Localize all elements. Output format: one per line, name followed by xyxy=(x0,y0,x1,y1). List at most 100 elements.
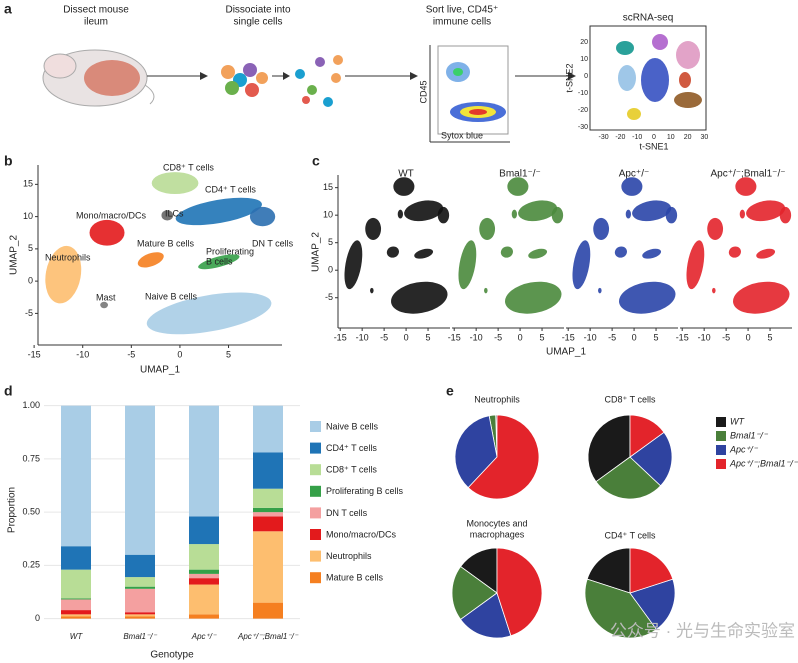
bar-segment xyxy=(61,598,91,600)
x-tick-label: 5 xyxy=(768,332,773,342)
tsne-x-tick: 0 xyxy=(652,134,656,141)
cell-cluster xyxy=(249,206,276,227)
bar-segment xyxy=(125,612,155,615)
cell-cluster xyxy=(146,292,272,335)
bar-segment xyxy=(61,569,91,599)
bar-segment xyxy=(61,616,91,619)
bar-segment xyxy=(189,405,219,517)
bar-segment xyxy=(253,405,283,453)
cell-cluster xyxy=(500,246,513,258)
y-tick-label: 0 xyxy=(328,265,333,275)
cell-cluster xyxy=(175,197,262,226)
pie-title: Monocytes and xyxy=(466,518,527,528)
y-tick-label: 10 xyxy=(323,210,333,220)
tsne-x-label: t-SNE1 xyxy=(639,141,668,151)
tsne-y-tick: 0 xyxy=(584,73,588,80)
pie-slice xyxy=(467,414,540,500)
bar-segment xyxy=(189,516,219,545)
y-tick-label: 0.75 xyxy=(22,453,40,463)
cell-cluster xyxy=(391,281,448,314)
bar-segment xyxy=(253,512,283,517)
cell-cluster xyxy=(511,209,518,219)
panel-label: e xyxy=(446,383,454,399)
x-tick-label: -5 xyxy=(127,349,135,359)
bar-segment xyxy=(253,507,283,513)
x-tick-label: -10 xyxy=(470,332,483,342)
legend-swatch xyxy=(310,572,321,584)
x-tick-label: Bmal1⁻/⁻ xyxy=(123,632,157,641)
legend-label: Naive B cells xyxy=(326,421,379,431)
x-tick-label: Apc⁺/⁻ xyxy=(191,632,217,641)
cell-cluster xyxy=(393,177,415,196)
x-tick-label: 0 xyxy=(404,332,409,342)
cell-cluster xyxy=(642,248,662,259)
x-axis-label: Genotype xyxy=(150,650,194,661)
step-label: Sort live, CD45⁺ xyxy=(426,5,499,16)
x-tick-label: -5 xyxy=(494,332,502,342)
legend-swatch xyxy=(310,550,321,562)
x-tick-label: -15 xyxy=(28,349,41,359)
tsne-x-tick: 10 xyxy=(667,134,675,141)
bar-segment xyxy=(125,586,155,589)
legend-swatch xyxy=(716,431,726,441)
facs-y-label: CD45 xyxy=(418,80,428,103)
tsne-y-tick: -10 xyxy=(578,90,588,97)
bar-segment xyxy=(125,554,155,578)
pie-title: macrophages xyxy=(470,529,525,539)
cluster-label: ILCs xyxy=(165,208,184,218)
tsne-y-tick: -20 xyxy=(578,107,588,114)
cell-cluster xyxy=(619,281,676,314)
cluster-label: Naive B cells xyxy=(145,291,198,301)
bar-segment xyxy=(189,544,219,570)
pie-slice xyxy=(595,456,662,500)
legend-label: WT xyxy=(730,416,745,426)
x-tick-label: -10 xyxy=(356,332,369,342)
pie-slice xyxy=(629,578,676,630)
cell-cluster xyxy=(161,210,174,221)
bar-segment xyxy=(61,546,91,570)
bar-segment xyxy=(189,584,219,615)
x-tick-label: 0 xyxy=(177,349,182,359)
tsne-x-tick: 30 xyxy=(701,134,709,141)
legend-swatch xyxy=(716,459,726,469)
cell-cluster xyxy=(625,209,632,219)
pie-slice xyxy=(460,592,512,639)
x-tick-label: -15 xyxy=(334,332,347,342)
pie-title: Neutrophils xyxy=(474,394,520,404)
pie-slice xyxy=(629,547,674,594)
cell-cluster xyxy=(397,209,404,219)
legend-swatch xyxy=(716,445,726,455)
y-axis-label: UMAP_2 xyxy=(9,235,20,275)
bar-segment xyxy=(189,614,219,619)
legend-swatch xyxy=(310,485,321,497)
bar-segment xyxy=(61,610,91,615)
cell-cluster xyxy=(572,240,591,290)
cell-cluster xyxy=(735,177,757,196)
x-tick-label: Apc⁺/⁻;Bmal1⁻/⁻ xyxy=(237,632,299,641)
y-tick-label: 5 xyxy=(328,237,333,247)
cell-cluster xyxy=(746,200,786,222)
step-label: immune cells xyxy=(433,17,491,28)
x-axis-label: UMAP_1 xyxy=(140,365,180,376)
pie-slice xyxy=(584,578,658,639)
legend-label: Apc⁺/⁻ xyxy=(729,444,759,454)
cell-cluster xyxy=(712,287,716,294)
workflow-art xyxy=(42,25,707,143)
cell-cluster xyxy=(45,245,82,304)
x-tick-label: 0 xyxy=(746,332,751,342)
pie-slice xyxy=(629,414,665,458)
bar-segment xyxy=(189,578,219,585)
x-tick-label: -15 xyxy=(448,332,461,342)
pie-slice xyxy=(629,431,673,487)
watermark: 公众号 · 光与生命实验室 xyxy=(610,621,795,640)
cluster-label: B cells xyxy=(206,256,233,266)
cell-cluster xyxy=(665,206,678,224)
pie-slice xyxy=(586,547,631,594)
cluster-label: Mono/macro/DCs xyxy=(76,210,147,220)
tsne-y-tick: -30 xyxy=(578,124,588,131)
legend-label: Bmal1⁻/⁻ xyxy=(730,430,769,440)
bar-segment xyxy=(125,405,155,555)
x-tick-label: -15 xyxy=(562,332,575,342)
tsne-y-label: t-SNE2 xyxy=(564,63,574,92)
cell-cluster xyxy=(621,177,643,196)
